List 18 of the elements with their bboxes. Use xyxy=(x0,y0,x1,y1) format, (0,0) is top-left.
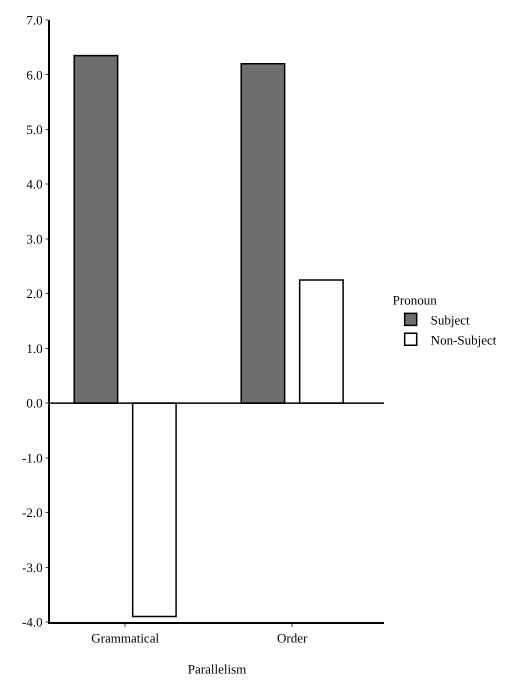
y-tick-label: 1.0 xyxy=(26,340,43,356)
y-tick-label: -3.0 xyxy=(22,560,43,575)
y-tick-label: 3.0 xyxy=(26,231,43,246)
y-tick-label: 7.0 xyxy=(26,12,43,28)
legend-label: Subject xyxy=(430,312,470,328)
y-tick-label: -4.0 xyxy=(22,614,43,630)
x-tick-label: Grammatical xyxy=(91,630,160,646)
legend-title: Pronoun xyxy=(392,292,438,308)
y-tick-label: 2.0 xyxy=(26,286,43,302)
y-tick-label: 4.0 xyxy=(26,176,43,192)
y-tick-label: 6.0 xyxy=(26,67,43,82)
y-tick-label: 5.0 xyxy=(26,122,43,137)
y-tick-label: -1.0 xyxy=(22,450,43,466)
y-tick-label: -2.0 xyxy=(22,505,43,520)
x-tick-label: Order xyxy=(276,630,308,646)
y-tick-label: 0.0 xyxy=(26,396,43,411)
x-axis-title: Parallelism xyxy=(188,661,246,676)
legend-label: Non-Subject xyxy=(430,332,497,348)
